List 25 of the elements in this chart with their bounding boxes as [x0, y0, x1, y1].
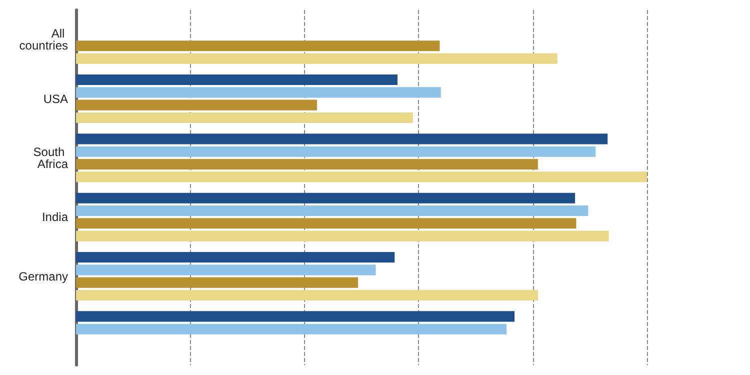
bar — [76, 311, 515, 322]
bar — [76, 100, 317, 110]
bar — [76, 205, 588, 216]
bar — [76, 112, 413, 124]
bar — [76, 277, 358, 288]
bar — [76, 172, 647, 182]
y-tick-label: Germany — [18, 269, 68, 284]
bar — [76, 40, 440, 52]
y-tick-label: All countries — [19, 26, 68, 53]
bar — [76, 218, 576, 229]
bar — [76, 252, 395, 263]
bar — [76, 74, 398, 86]
bar — [76, 146, 596, 157]
bar — [76, 290, 538, 301]
bar — [76, 324, 507, 334]
bar — [76, 53, 558, 64]
y-tick-label: India — [42, 210, 68, 224]
bar — [76, 230, 609, 242]
bar — [76, 192, 576, 204]
bar — [76, 264, 376, 276]
bar — [76, 87, 441, 98]
y-tick-label: South Africa — [33, 144, 68, 171]
bar — [76, 158, 538, 170]
bar — [76, 134, 608, 144]
y-tick-label: USA — [43, 92, 68, 106]
